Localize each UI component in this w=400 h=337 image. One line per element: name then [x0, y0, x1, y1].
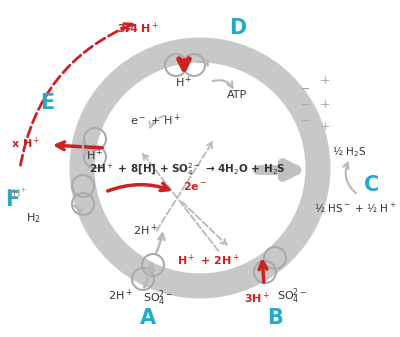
Text: ½ H$_2$S: ½ H$_2$S [332, 145, 366, 159]
Text: 2e$^-$: 2e$^-$ [183, 180, 207, 192]
Text: ½ HS$^-$ + ½ H$^+$: ½ HS$^-$ + ½ H$^+$ [314, 202, 396, 215]
Text: 3-4 H$^+$: 3-4 H$^+$ [117, 20, 159, 36]
Text: e$^-$ + H$^+$: e$^-$ + H$^+$ [130, 112, 180, 128]
Text: C: C [364, 175, 380, 195]
Text: SO$_4^{2-}$: SO$_4^{2-}$ [143, 288, 173, 308]
Text: $+$: $+$ [319, 73, 331, 87]
Text: H$^+$: H$^+$ [175, 74, 193, 90]
Text: $-$: $-$ [300, 82, 310, 94]
Text: $-$: $-$ [300, 97, 310, 111]
Text: ATP: ATP [227, 90, 247, 100]
Text: x H$^+$: x H$^+$ [11, 135, 41, 151]
Text: $+$: $+$ [319, 120, 331, 132]
Text: B: B [267, 308, 283, 328]
Text: 2H$^+$: 2H$^+$ [108, 287, 132, 303]
Text: $-$: $-$ [300, 114, 310, 126]
Text: F: F [5, 190, 19, 210]
Text: SO$_4^{2-}$: SO$_4^{2-}$ [277, 286, 307, 306]
Text: 2H$^+$: 2H$^+$ [6, 186, 28, 200]
Text: H$_2$: H$_2$ [26, 211, 40, 225]
Text: H$^+$ + 2H$^+$: H$^+$ + 2H$^+$ [177, 252, 239, 268]
Text: $+$: $+$ [319, 97, 331, 111]
Text: D: D [229, 18, 247, 38]
Text: 2H$^+$ + 8[H] + SO$_4^{2-}$ → 4H$_2$O + H$_2$S: 2H$^+$ + 8[H] + SO$_4^{2-}$ → 4H$_2$O + … [89, 162, 285, 178]
Text: 2H$^+$: 2H$^+$ [133, 222, 157, 238]
Text: A: A [140, 308, 156, 328]
Text: H$^+$: H$^+$ [86, 147, 104, 163]
Text: 3H$^+$: 3H$^+$ [244, 290, 270, 306]
Text: E: E [40, 93, 54, 113]
